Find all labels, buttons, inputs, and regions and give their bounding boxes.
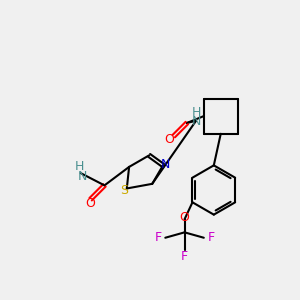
Text: S: S [121, 184, 128, 196]
Text: N: N [77, 169, 87, 183]
Text: F: F [181, 250, 188, 263]
Text: N: N [191, 115, 201, 128]
Text: O: O [180, 211, 190, 224]
Text: O: O [164, 133, 174, 146]
Text: O: O [86, 197, 95, 210]
Text: F: F [208, 231, 215, 244]
Text: H: H [191, 106, 201, 119]
Text: H: H [74, 160, 84, 173]
Text: F: F [154, 231, 161, 244]
Text: N: N [160, 158, 170, 171]
